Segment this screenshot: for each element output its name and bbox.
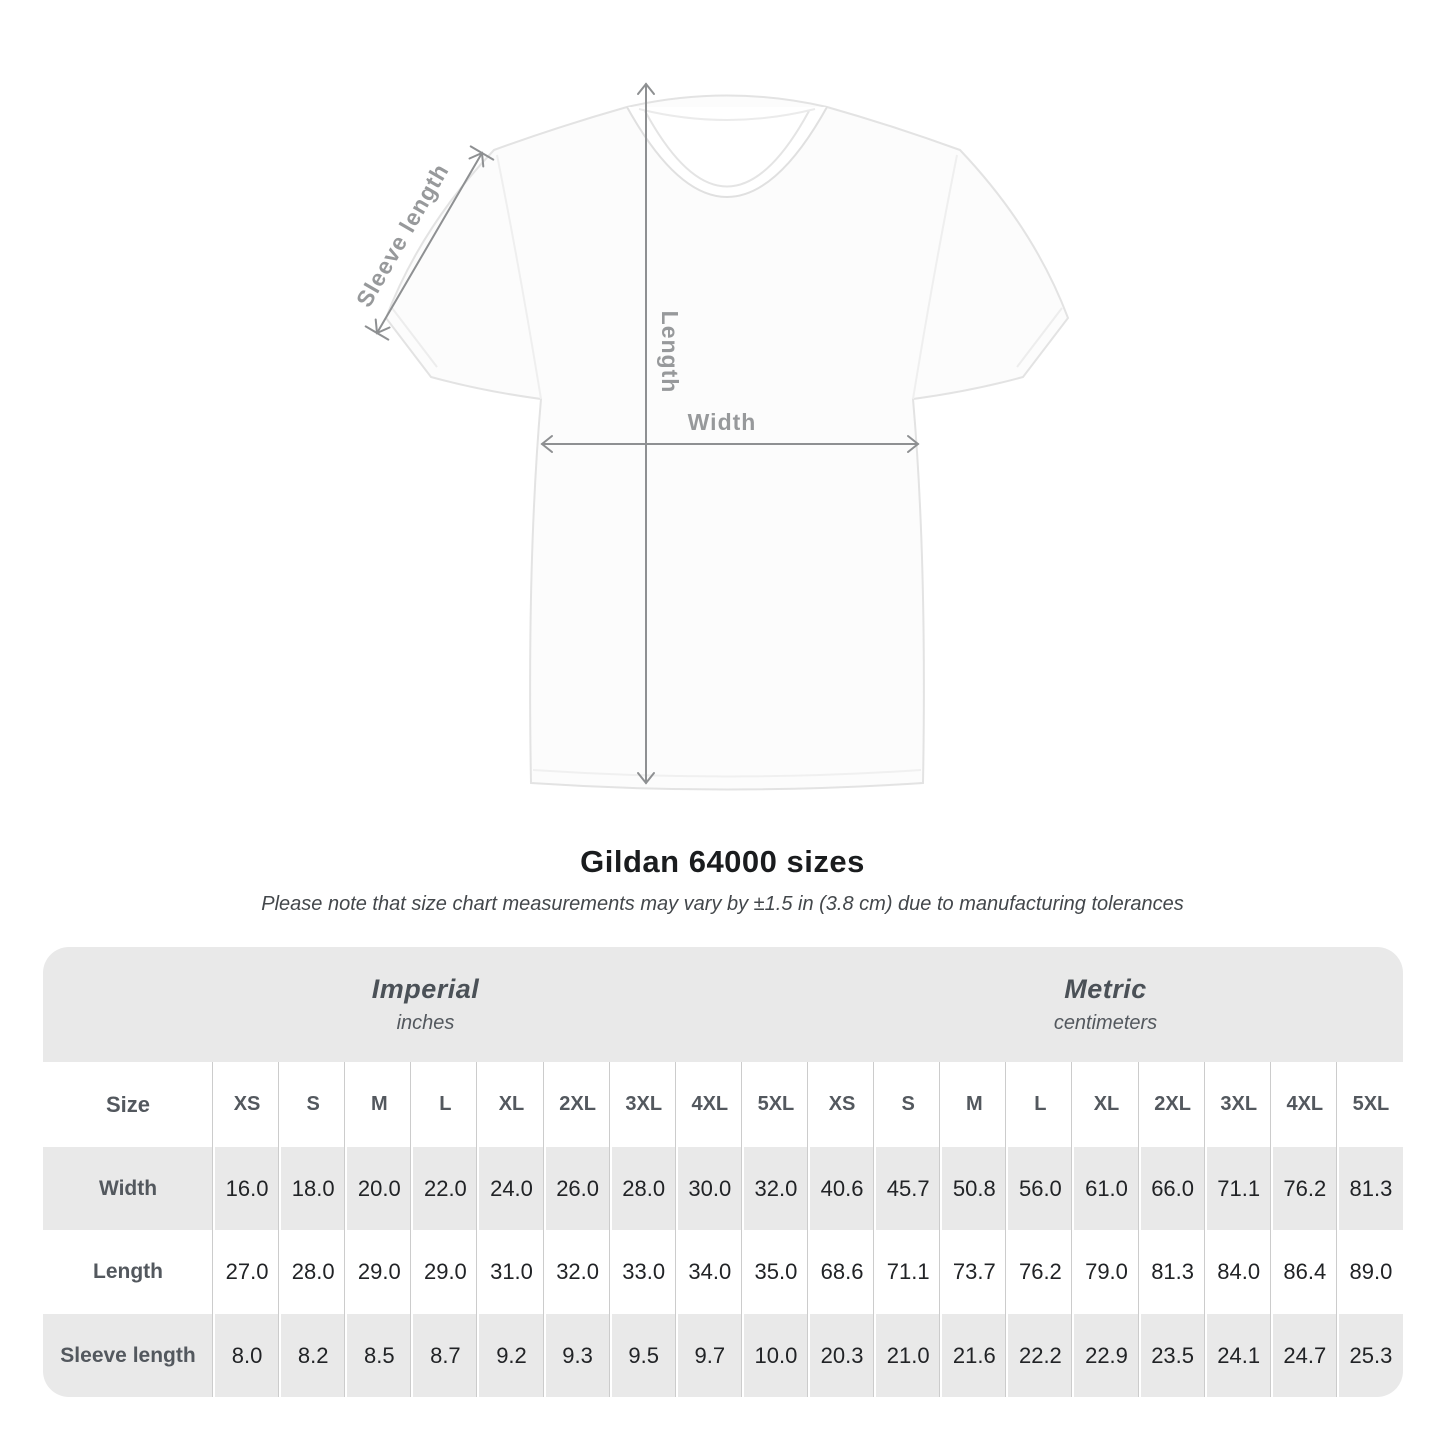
value-cell: 66.0 [1138, 1147, 1205, 1230]
value-cell: 86.4 [1270, 1230, 1337, 1314]
value-cell: 21.0 [874, 1314, 940, 1397]
row-label: Width [98, 1176, 158, 1200]
size-header-cell: 3XL [1204, 1062, 1271, 1147]
width-arrow [540, 435, 920, 453]
size-table: Imperial inches Metric centimeters Size … [43, 947, 1403, 1397]
value-cell: 16.0 [213, 1147, 279, 1230]
value-cell: 30.0 [675, 1147, 742, 1230]
value-cell: 24.7 [1270, 1314, 1337, 1397]
value-cell: 10.0 [741, 1314, 808, 1397]
value-cell: 40.6 [808, 1147, 874, 1230]
value-cell: 28.0 [279, 1230, 345, 1314]
value-cell: 28.0 [609, 1147, 676, 1230]
value-cell: 81.3 [1336, 1147, 1403, 1230]
value-cell: 23.5 [1138, 1314, 1205, 1397]
size-header-cell: L [411, 1062, 477, 1147]
size-header-cell: XS [808, 1062, 874, 1147]
size-header-cell: XL [477, 1062, 543, 1147]
value-cell: 29.0 [411, 1230, 477, 1314]
row-label: Sleeve length [60, 1343, 196, 1367]
sleeve-length-arrow [364, 145, 495, 341]
value-cell: 9.5 [609, 1314, 676, 1397]
size-header-cell: 4XL [1270, 1062, 1337, 1147]
value-cell: 8.5 [345, 1314, 411, 1397]
value-cell: 31.0 [477, 1230, 543, 1314]
value-cell: 76.2 [1006, 1230, 1072, 1314]
value-cell: 71.1 [1204, 1147, 1271, 1230]
size-header-cell: XL [1072, 1062, 1138, 1147]
value-cell: 22.9 [1072, 1314, 1138, 1397]
value-cell: 33.0 [609, 1230, 676, 1314]
size-header-cell: M [940, 1062, 1006, 1147]
imperial-group-title: Imperial [371, 974, 480, 1004]
imperial-group-header: Imperial inches [43, 947, 808, 1062]
size-header-cell: L [1006, 1062, 1072, 1147]
value-cell: 8.0 [213, 1314, 279, 1397]
value-cell: 29.0 [345, 1230, 411, 1314]
value-cell: 68.6 [808, 1230, 874, 1314]
size-header-cell: 4XL [675, 1062, 742, 1147]
value-cell: 89.0 [1336, 1230, 1403, 1314]
value-cell: 22.0 [411, 1147, 477, 1230]
units-header-band: Imperial inches Metric centimeters [43, 947, 1403, 1062]
size-header-cell: M [345, 1062, 411, 1147]
length-label: Length [657, 311, 683, 394]
tshirt-graphic [384, 94, 1070, 791]
value-cell: 26.0 [543, 1147, 610, 1230]
tshirt-measurement-diagram: Length Width Sleeve length [351, 82, 1070, 791]
value-cell: 8.2 [279, 1314, 345, 1397]
size-column-header: Size [105, 1091, 151, 1117]
value-cell: 79.0 [1072, 1230, 1138, 1314]
value-cell: 81.3 [1138, 1230, 1205, 1314]
value-cell: 9.7 [675, 1314, 742, 1397]
value-cell: 35.0 [741, 1230, 808, 1314]
value-cell: 20.0 [345, 1147, 411, 1230]
tolerance-note: Please note that size chart measurements… [261, 893, 1184, 915]
value-cell: 22.2 [1006, 1314, 1072, 1397]
size-header-cell: 5XL [1336, 1062, 1403, 1147]
value-cell: 71.1 [874, 1230, 940, 1314]
value-cell: 27.0 [213, 1230, 279, 1314]
value-cell: 73.7 [940, 1230, 1006, 1314]
value-cell: 18.0 [279, 1147, 345, 1230]
value-cell: 9.3 [543, 1314, 610, 1397]
value-cell: 61.0 [1072, 1147, 1138, 1230]
page-title: Gildan 64000 sizes [580, 844, 865, 879]
table-row-length: Length 27.0 28.0 29.0 29.0 31.0 32.0 33.… [43, 1230, 1403, 1314]
value-cell: 45.7 [874, 1147, 940, 1230]
value-cell: 32.0 [741, 1147, 808, 1230]
size-header-cell: 2XL [543, 1062, 610, 1147]
size-header-cell: 5XL [741, 1062, 808, 1147]
value-cell: 24.0 [477, 1147, 543, 1230]
value-cell: 8.7 [411, 1314, 477, 1397]
value-cell: 34.0 [675, 1230, 742, 1314]
length-arrow [637, 82, 655, 785]
table-row-sleeve-length: Sleeve length 8.0 8.2 8.5 8.7 9.2 9.3 9.… [43, 1314, 1403, 1397]
value-cell: 84.0 [1204, 1230, 1271, 1314]
row-label: Length [93, 1260, 163, 1283]
size-header-cell: S [279, 1062, 345, 1147]
value-cell: 25.3 [1336, 1314, 1403, 1397]
metric-group-header: Metric centimeters [808, 947, 1403, 1062]
value-cell: 24.1 [1204, 1314, 1271, 1397]
metric-group-unit: centimeters [1053, 1012, 1158, 1034]
value-cell: 50.8 [940, 1147, 1006, 1230]
imperial-group-unit: inches [396, 1012, 455, 1034]
value-cell: 9.2 [477, 1314, 543, 1397]
size-header-cell: 2XL [1138, 1062, 1205, 1147]
value-cell: 32.0 [543, 1230, 610, 1314]
table-row-width: Width 16.0 18.0 20.0 22.0 24.0 26.0 28.0… [43, 1147, 1403, 1230]
size-header-cell: XS [213, 1062, 279, 1147]
value-cell: 20.3 [808, 1314, 874, 1397]
value-cell: 56.0 [1006, 1147, 1072, 1230]
value-cell: 76.2 [1270, 1147, 1337, 1230]
width-label: Width [688, 409, 757, 435]
metric-group-title: Metric [1064, 974, 1147, 1004]
value-cell: 21.6 [940, 1314, 1006, 1397]
size-header-cell: 3XL [609, 1062, 676, 1147]
table-header-row: Size XS S M L XL 2XL 3XL 4XL 5XL XS S M … [43, 1062, 1403, 1147]
size-header-cell: S [874, 1062, 940, 1147]
